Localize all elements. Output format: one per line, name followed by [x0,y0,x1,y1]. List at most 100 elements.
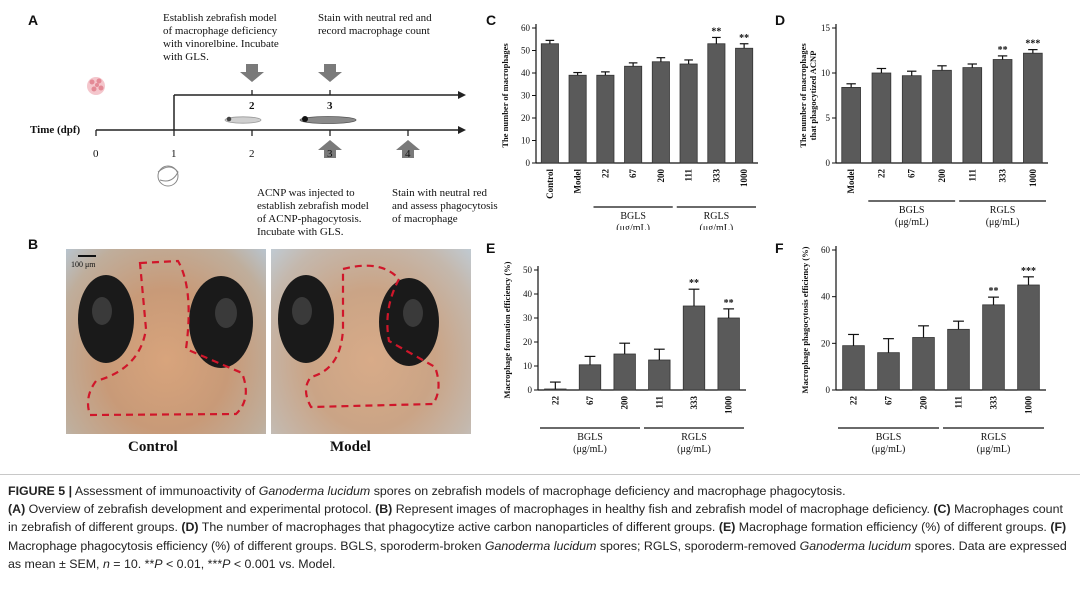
figure-label: FIGURE 5 | [8,484,73,498]
bar [932,69,952,164]
larva-dark-icon [299,116,357,124]
bar [568,74,587,164]
y-axis-label: The number of macrophages [500,43,510,148]
y-tick-label: 50 [521,46,531,56]
group-unit-label: (μg/mL) [872,444,906,455]
bar [901,75,922,164]
model-caption: Model [330,439,371,455]
note-establish-model: Establish zebrafish model of macrophage d… [163,12,279,63]
bar [982,304,1005,391]
tick-label: 2 [249,148,255,160]
panel-d-label: D [775,12,786,28]
arrow-down-icon [240,64,264,82]
y-tick-label: 20 [821,338,831,348]
group-unit-label: (μg/mL) [573,444,607,455]
bar [871,72,892,164]
category-label: 111 [967,169,977,182]
bar [992,59,1013,164]
y-tick-label: 15 [821,23,831,33]
bar [707,43,726,164]
arrow-down-icon [318,64,342,82]
category-label: 111 [684,169,694,182]
category-label: 200 [919,396,929,410]
panel-a-label: A [28,12,39,28]
caption-divider [0,474,1080,475]
y-tick-label: 50 [523,265,533,275]
group-unit-label: (μg/mL) [616,223,650,230]
figure-caption: FIGURE 5 | Assessment of immunoactivity … [8,484,1067,571]
group-unit-label: (μg/mL) [895,217,929,228]
significance-label: *** [1025,39,1040,50]
group-unit-label: (μg/mL) [977,444,1011,455]
y-tick-label: 30 [521,91,531,101]
tick-label: 4 [405,148,411,160]
category-label: 200 [656,169,666,183]
upper-tick-label: 3 [327,100,333,112]
chart-d-phagocytizing-macrophages: 0 5 10 15 The number of macrophages that phag… [798,23,1048,228]
bar [962,67,983,164]
y-tick-label: 40 [521,68,531,78]
category-label: 22 [550,396,560,406]
category-label: 1000 [1024,396,1034,415]
category-label: 200 [620,396,630,410]
bar [947,328,970,391]
y-tick-label: 0 [826,385,831,395]
y-tick-label: 20 [521,113,531,123]
category-label: Model [573,169,583,194]
y-tick-label: 10 [523,361,533,371]
embryo-icon [157,165,179,187]
category-label: 1000 [1028,169,1038,188]
group-unit-label: (μg/mL) [986,217,1020,228]
y-tick-label: 60 [821,245,831,255]
significance-label: ** [711,26,721,37]
y-tick-label: 60 [521,23,531,33]
category-label: 67 [907,169,917,179]
group-label: RGLS [981,432,1007,443]
group-label: RGLS [704,211,730,222]
category-label: 67 [884,396,894,406]
significance-label: *** [1021,266,1036,277]
category-label: 22 [600,169,610,179]
category-label: 22 [849,396,859,406]
category-label: 111 [654,396,664,409]
note-acnp-injection: ACNP was injected to establish zebrafish … [257,187,369,238]
category-label: 1000 [724,396,734,415]
bar [912,337,935,391]
group-unit-label: (μg/mL) [700,223,734,230]
bar [624,65,643,164]
bar [1023,52,1043,164]
group-label: RGLS [681,432,707,443]
y-tick-label: 0 [526,158,531,168]
category-label: 22 [876,169,886,179]
category-label: 1000 [739,169,749,188]
arrow-up-icon [318,140,342,158]
category-label: 333 [989,396,999,410]
category-label: 67 [628,169,638,179]
y-axis-label: Macrophage formation efficiency (%) [502,261,512,398]
tick-label: 0 [93,148,99,160]
bar [735,47,754,164]
y-tick-label: 40 [523,289,533,299]
chart-c-macrophage-count: 0 10 20 30 40 50 60 The number of macrophages Co… [500,23,758,230]
panel-b-label: B [28,236,39,252]
control-microscopy-image: 100 μm [66,249,266,434]
group-label: BGLS [577,432,603,443]
category-label: 333 [998,169,1008,183]
model-microscopy-image [271,249,471,434]
y-tick-label: 10 [521,136,531,146]
bar [842,345,865,391]
group-label: BGLS [620,211,646,222]
category-label: 67 [585,396,595,406]
y-axis-label: that phagocytized ACNP [808,51,818,141]
panel-a-timeline [87,64,466,187]
chart-e-formation-efficiency: 0 10 20 30 40 50 Macrophage formation efficien… [502,261,746,455]
panel-f-label: F [775,240,784,256]
tick-label: 3 [327,148,333,160]
y-tick-label: 20 [523,337,533,347]
y-tick-label: 0 [826,158,831,168]
scale-bar-label: 100 μm [71,260,96,269]
panel-e-label: E [486,240,496,256]
category-label: Control [545,169,555,199]
upper-tick-label: 2 [249,100,255,112]
